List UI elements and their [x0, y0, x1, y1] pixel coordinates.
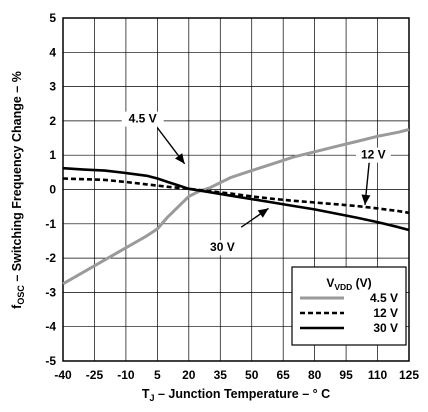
y-tick-label: 3 — [49, 80, 56, 94]
x-tick-label: 35 — [214, 368, 228, 382]
legend-label: 30 V — [373, 321, 398, 335]
x-axis-label-sub: J — [149, 393, 154, 403]
y-tick-label: -5 — [45, 354, 56, 368]
series-line-12-v — [62, 177, 410, 215]
legend-title-sub: VDD — [334, 282, 352, 292]
legend: VVDD (V) 4.5 V12 V30 V — [291, 266, 407, 346]
y-axis-label-sub: OSC — [16, 285, 26, 305]
x-axis-label-main: T — [142, 387, 150, 401]
annotation-arrow-head — [257, 208, 269, 218]
legend-box — [291, 266, 407, 346]
y-tick-label: 5 — [49, 11, 56, 25]
annotation-label: 4.5 V — [129, 112, 157, 126]
series-lines — [62, 128, 410, 286]
y-axis-label: fOSC – Switching Frequency Change – % — [10, 71, 26, 309]
x-tick-label: 50 — [245, 368, 259, 382]
x-tick-label: -40 — [54, 368, 72, 382]
series-line-4-5-v — [62, 128, 410, 286]
y-tick-label: 4 — [49, 45, 56, 59]
x-tick-label: 80 — [308, 368, 322, 382]
tick-labels: -40 -25 -10 5 20 35 50 65 80 95 110 125-5-4-3-2-101… — [45, 11, 419, 382]
x-tick-label: 65 — [277, 368, 291, 382]
annotation-label: 12 V — [361, 148, 386, 162]
legend-label: 12 V — [373, 306, 398, 320]
annotation-arrow-head — [175, 153, 185, 164]
plot-frame — [62, 17, 410, 362]
y-axis-label-rest: – Switching Frequency Change – % — [10, 71, 24, 285]
x-tick-label: 20 — [182, 368, 196, 382]
legend-items: 4.5 V12 V30 V — [300, 291, 398, 335]
legend-title-rest: (V) — [352, 276, 371, 290]
y-tick-label: 2 — [49, 114, 56, 128]
series-line-30-v — [62, 166, 410, 232]
annotation-label-bg — [121, 111, 164, 127]
x-axis-label-rest: – Junction Temperature – ° C — [155, 387, 331, 401]
y-tick-label: 0 — [49, 183, 56, 197]
y-tick-label: 1 — [49, 148, 56, 162]
legend-title: VVDD (V) — [326, 276, 371, 292]
y-tick-label: -3 — [45, 285, 56, 299]
legend-title-main: V — [326, 276, 334, 290]
y-tick-label: -1 — [45, 217, 56, 231]
annotations: 4.5 V 12 V 30 V — [121, 111, 391, 256]
y-tick-label: -4 — [45, 320, 56, 334]
x-tick-label: 110 — [368, 368, 388, 382]
annotation-arrow-head — [361, 194, 371, 205]
y-axis-label-main: f — [10, 304, 24, 309]
x-axis-label: TJ – Junction Temperature – ° C — [142, 387, 330, 403]
x-tick-label: -25 — [86, 368, 104, 382]
x-tick-label: 95 — [339, 368, 353, 382]
legend-label: 4.5 V — [370, 291, 398, 305]
x-tick-label: 125 — [399, 368, 419, 382]
annotation-label-bg — [355, 147, 391, 163]
annotation-label: 30 V — [210, 240, 235, 254]
annotation-label-bg — [204, 240, 240, 256]
x-tick-label: -10 — [117, 368, 135, 382]
y-tick-label: -2 — [45, 251, 56, 265]
x-tick-label: 5 — [154, 368, 161, 382]
